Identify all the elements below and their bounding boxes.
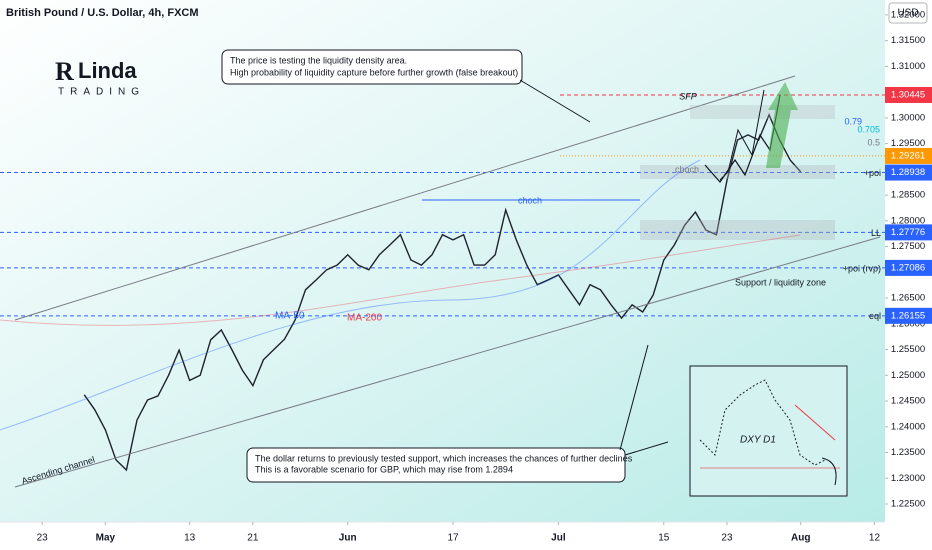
level-tag: +poi (rvp) — [843, 263, 881, 273]
inset-label: DXY D1 — [740, 435, 776, 446]
y-tick-label: 1.25500 — [891, 344, 925, 355]
price-label-box — [885, 224, 932, 241]
y-tick-label: 1.24500 — [891, 396, 925, 407]
zone — [690, 105, 835, 119]
x-tick-label: Jul — [551, 533, 566, 544]
y-tick-label: 1.28000 — [891, 215, 925, 226]
price-line — [83, 112, 802, 472]
note-box — [221, 49, 523, 85]
fib: 0.79 — [844, 116, 862, 126]
y-tick-label: 1.29500 — [891, 138, 925, 149]
note-box — [246, 447, 626, 483]
price-label-box — [885, 164, 932, 181]
price-label-box — [885, 86, 932, 103]
logo-mark: R — [55, 57, 74, 86]
x-tick-label: 21 — [247, 533, 259, 544]
price-label: 1.28938 — [891, 167, 925, 178]
y-tick-label: 1.31500 — [891, 35, 925, 46]
choch: choch — [518, 195, 542, 205]
channel-line — [14, 75, 796, 321]
chart-title: British Pound / U.S. Dollar, 4h, FXCM — [6, 7, 199, 19]
x-tick-label: 17 — [447, 533, 459, 544]
pointer — [624, 441, 669, 456]
x-tick-label: 15 — [658, 533, 670, 544]
x-tick-label: 23 — [721, 533, 733, 544]
price-label: 1.30445 — [891, 89, 925, 100]
y-tick-label: 1.32000 — [891, 9, 925, 20]
currency-box[interactable] — [888, 2, 928, 24]
x-tick-label: Aug — [791, 533, 810, 544]
projection-arrow — [766, 82, 798, 168]
support-label: Support / liquidity zone — [735, 277, 826, 287]
y-tick-label: 1.24000 — [891, 421, 925, 432]
currency[interactable]: USD — [897, 8, 918, 19]
x-tick-label: 13 — [184, 533, 196, 544]
fib: 0.705 — [857, 124, 880, 134]
y-tick-label: 1.23500 — [891, 447, 925, 458]
pointer — [619, 344, 649, 451]
x-tick-label: May — [96, 533, 116, 544]
y-tick-label: 1.25000 — [891, 370, 925, 381]
inset-price — [699, 379, 826, 466]
y-tick-label: 1.27500 — [891, 241, 925, 252]
y-tick-label: 1.26500 — [891, 293, 925, 304]
level-tag: +poi — [864, 168, 881, 178]
inset-arrow — [821, 457, 837, 486]
price-label: 1.29261 — [891, 150, 925, 161]
price-label-box — [885, 307, 932, 324]
zone — [640, 220, 835, 240]
y-tick-label: 1.23000 — [891, 473, 925, 484]
x-tick-label: 23 — [37, 533, 49, 544]
level-tag: LL — [871, 228, 881, 238]
logo: Linda — [78, 58, 137, 83]
projection — [719, 89, 765, 181]
x-tick-label: Jun — [339, 533, 357, 544]
price-label: 1.27776 — [891, 227, 925, 238]
y-tick-label: 1.30000 — [891, 112, 925, 123]
note: The price is testing the liquidity densi… — [230, 55, 407, 65]
ma-200 — [0, 234, 801, 326]
y-tick-label: 1.28500 — [891, 190, 925, 201]
price-label: 1.26155 — [891, 310, 925, 321]
ma-label: MA-200 — [347, 313, 382, 324]
inset — [689, 365, 848, 497]
price-label-box — [885, 259, 932, 276]
price-label: 1.27086 — [891, 262, 925, 273]
ma-50 — [0, 159, 701, 431]
axis-bg — [0, 522, 885, 550]
price-label-box — [885, 147, 932, 164]
note: This is a favorable scenario for GBP, wh… — [255, 464, 513, 474]
y-tick-label: 1.31000 — [891, 61, 925, 72]
y-tick-label: 1.22500 — [891, 498, 925, 509]
ma-label: MA-50 — [275, 311, 305, 322]
logo: TRADING — [58, 87, 145, 98]
note: High probability of liquidity capture be… — [230, 67, 518, 77]
channel-line — [14, 236, 881, 488]
choch: choch — [675, 164, 699, 174]
pointer — [519, 79, 591, 123]
x-tick-label: 12 — [869, 533, 881, 544]
fib: 0.5 — [867, 137, 880, 147]
sfp: SFP — [679, 91, 697, 101]
inset-arrow — [794, 404, 836, 441]
zone — [640, 165, 835, 179]
level-tag: eql — [869, 311, 881, 321]
note: The dollar returns to previously tested … — [255, 453, 633, 463]
